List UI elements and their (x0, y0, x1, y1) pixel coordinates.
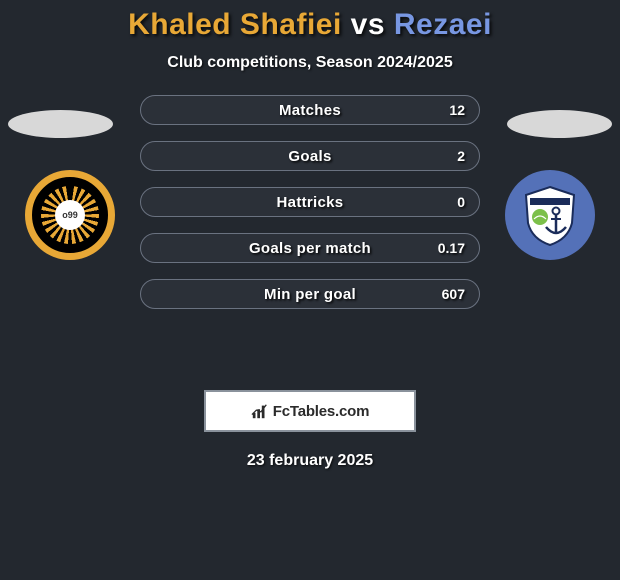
stat-row: Min per goal 607 (140, 279, 480, 309)
date-label: 23 february 2025 (247, 452, 373, 470)
stat-row: Goals 2 (140, 141, 480, 171)
player2-avatar-placeholder (507, 110, 612, 138)
club-badge-center: o99 (55, 200, 85, 230)
club-badge-sunburst: o99 (41, 186, 99, 244)
stats-list: Matches 12 Goals 2 Hattricks 0 Goals per… (140, 95, 480, 309)
stat-value: 2 (457, 148, 465, 164)
stat-row: Hattricks 0 (140, 187, 480, 217)
player1-club-badge: o99 (25, 170, 115, 260)
player1-avatar-placeholder (8, 110, 113, 138)
subtitle: Club competitions, Season 2024/2025 (167, 54, 452, 72)
stat-label: Goals per match (249, 240, 371, 257)
stat-value: 0 (457, 194, 465, 210)
vs-word: vs (351, 8, 385, 41)
player2-club-badge (505, 170, 595, 260)
stat-value: 0.17 (438, 240, 465, 256)
stat-label: Goals (288, 148, 331, 165)
brand-text: FcTables.com (273, 403, 370, 420)
stat-label: Min per goal (264, 286, 356, 303)
brand-attribution[interactable]: FcTables.com (204, 390, 416, 432)
stat-value: 12 (449, 102, 465, 118)
player1-name: Khaled Shafiei (128, 8, 342, 41)
stat-label: Matches (279, 102, 341, 119)
anchor-shield-icon (518, 183, 582, 247)
middle-section: o99 Matches 12 Goals 2 (0, 110, 620, 340)
stat-row: Goals per match 0.17 (140, 233, 480, 263)
stat-label: Hattricks (277, 194, 344, 211)
stat-row: Matches 12 (140, 95, 480, 125)
page-title: Khaled Shafiei vs Rezaei (128, 8, 492, 42)
player2-name: Rezaei (394, 8, 492, 41)
stat-value: 607 (442, 286, 465, 302)
bar-chart-icon (251, 402, 269, 420)
comparison-card: Khaled Shafiei vs Rezaei Club competitio… (0, 0, 620, 470)
